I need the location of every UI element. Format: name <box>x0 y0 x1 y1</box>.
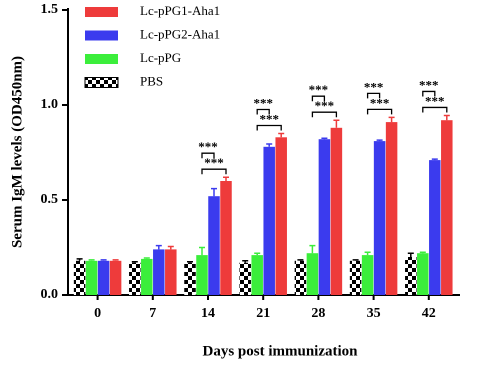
bar <box>141 258 153 295</box>
error-bar <box>100 259 107 261</box>
y-tick-label: 0.0 <box>41 287 59 302</box>
significance-bracket <box>422 90 436 97</box>
significance-label: *** <box>309 82 329 97</box>
significance-label: *** <box>419 77 439 92</box>
x-tick-label: 7 <box>149 306 156 321</box>
x-tick-label: 21 <box>256 306 270 321</box>
error-bar <box>199 246 205 256</box>
x-tick-label: 35 <box>367 306 381 321</box>
significance-bracket <box>201 168 227 175</box>
bar <box>251 255 263 295</box>
legend-swatch <box>84 77 119 88</box>
error-bar <box>266 143 273 147</box>
bar <box>73 260 86 295</box>
significance-bracket <box>366 92 381 99</box>
x-tick-label: 28 <box>311 306 325 321</box>
x-axis-label: Days post immunization <box>202 343 358 359</box>
error-bar <box>254 252 261 256</box>
bar <box>318 139 331 295</box>
bar <box>196 255 208 295</box>
error-bar <box>88 259 95 261</box>
error-bar <box>278 132 285 138</box>
error-bar <box>112 259 119 261</box>
bar <box>97 260 110 295</box>
significance-label: *** <box>315 98 335 113</box>
error-bar <box>223 176 229 181</box>
significance-label: *** <box>364 79 384 94</box>
y-tick-label: 0.5 <box>41 192 59 207</box>
bar <box>417 253 429 295</box>
y-tick-label: 1.0 <box>41 97 59 112</box>
bar <box>373 141 386 295</box>
error-bar <box>333 119 340 128</box>
significance-bracket <box>366 108 393 115</box>
legend-swatch <box>85 30 118 41</box>
significance-label: *** <box>259 111 279 126</box>
error-bar <box>321 137 328 140</box>
x-tick-label: 0 <box>94 306 101 321</box>
bar <box>109 260 122 295</box>
significance-bracket <box>311 111 338 118</box>
legend-label: Lc-pPG <box>140 50 181 65</box>
error-bar <box>167 245 174 250</box>
legend-swatch <box>85 7 118 17</box>
bar <box>275 137 287 295</box>
error-bar <box>407 252 414 257</box>
error-bar <box>352 259 359 261</box>
bar <box>184 262 196 295</box>
error-bar <box>419 251 426 254</box>
bar <box>441 120 453 295</box>
bar <box>220 181 232 295</box>
significance-bracket <box>422 106 448 113</box>
significance-bracket <box>201 152 215 159</box>
legend-label: PBS <box>140 73 163 88</box>
significance-bracket <box>311 95 326 102</box>
bar <box>294 260 307 295</box>
significance-label: *** <box>204 155 224 170</box>
bar <box>330 127 343 295</box>
error-bar <box>155 244 162 250</box>
error-bar <box>242 260 249 263</box>
y-axis-label: Serum IgM levels (OD450nm) <box>9 56 25 248</box>
bar <box>85 260 98 295</box>
error-bar <box>211 187 217 197</box>
error-bar <box>431 158 438 161</box>
bar <box>361 255 374 295</box>
legend-label: Lc-pPG1-Aha1 <box>140 3 220 18</box>
error-bar <box>143 257 150 259</box>
y-tick-label: 1.5 <box>41 2 59 17</box>
bar <box>208 196 220 295</box>
bar <box>153 249 165 295</box>
bar <box>349 260 362 295</box>
significance-bracket <box>256 108 270 115</box>
error-bar <box>131 261 138 263</box>
legend-swatch <box>85 54 118 64</box>
bar <box>429 160 441 295</box>
error-bar <box>364 251 371 256</box>
error-bar <box>297 259 304 261</box>
bar <box>239 262 251 295</box>
bar <box>129 262 141 295</box>
significance-label: *** <box>425 93 445 108</box>
error-bar <box>309 244 316 254</box>
error-bar <box>76 258 83 261</box>
bar <box>306 253 319 295</box>
x-tick-label: 42 <box>422 306 436 321</box>
error-bar <box>388 116 395 123</box>
legend-label: Lc-pPG2-Aha1 <box>140 26 220 41</box>
significance-bracket <box>256 124 282 131</box>
error-bar <box>376 139 383 142</box>
bar <box>385 122 398 295</box>
bar <box>263 146 275 295</box>
error-bar <box>443 114 450 121</box>
bar <box>405 257 417 295</box>
significance-label: *** <box>370 95 390 110</box>
x-tick-label: 14 <box>201 306 215 321</box>
significance-label: *** <box>253 95 273 110</box>
significance-label: *** <box>198 139 218 154</box>
error-bar <box>187 261 193 263</box>
bar <box>165 249 177 295</box>
